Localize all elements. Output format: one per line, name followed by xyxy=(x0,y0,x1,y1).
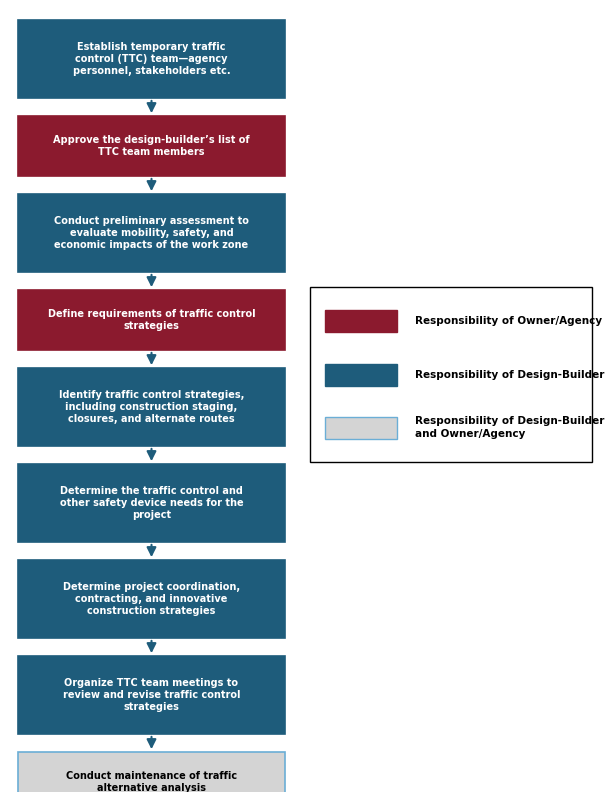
Text: Conduct preliminary assessment to
evaluate mobility, safety, and
economic impact: Conduct preliminary assessment to evalua… xyxy=(54,215,249,250)
Bar xyxy=(325,364,397,386)
Text: Determine project coordination,
contracting, and innovative
construction strateg: Determine project coordination, contract… xyxy=(63,581,240,616)
Bar xyxy=(18,116,285,176)
Text: Responsibility of Owner/Agency: Responsibility of Owner/Agency xyxy=(415,317,602,326)
Bar xyxy=(325,310,397,333)
Text: Define requirements of traffic control
strategies: Define requirements of traffic control s… xyxy=(48,309,255,331)
Text: Establish temporary traffic
control (TTC) team—agency
personnel, stakeholders et: Establish temporary traffic control (TTC… xyxy=(73,42,231,76)
Bar xyxy=(310,287,592,462)
Bar xyxy=(18,656,285,734)
Text: Identify traffic control strategies,
including construction staging,
closures, a: Identify traffic control strategies, inc… xyxy=(59,390,244,425)
Bar xyxy=(18,752,285,792)
Text: Conduct maintenance of traffic
alternative analysis: Conduct maintenance of traffic alternati… xyxy=(66,771,237,792)
Text: Organize TTC team meetings to
review and revise traffic control
strategies: Organize TTC team meetings to review and… xyxy=(63,678,240,712)
Bar xyxy=(325,417,397,439)
Bar xyxy=(18,20,285,98)
Bar xyxy=(18,368,285,446)
Bar xyxy=(18,464,285,542)
Text: Approve the design-builder’s list of
TTC team members: Approve the design-builder’s list of TTC… xyxy=(53,135,250,157)
Text: Responsibility of Design-Builder
and Owner/Agency: Responsibility of Design-Builder and Own… xyxy=(415,417,604,439)
Bar xyxy=(18,194,285,272)
Bar xyxy=(18,560,285,638)
Text: Responsibility of Design-Builder: Responsibility of Design-Builder xyxy=(415,370,604,379)
Text: Determine the traffic control and
other safety device needs for the
project: Determine the traffic control and other … xyxy=(60,485,243,520)
Bar xyxy=(18,290,285,350)
